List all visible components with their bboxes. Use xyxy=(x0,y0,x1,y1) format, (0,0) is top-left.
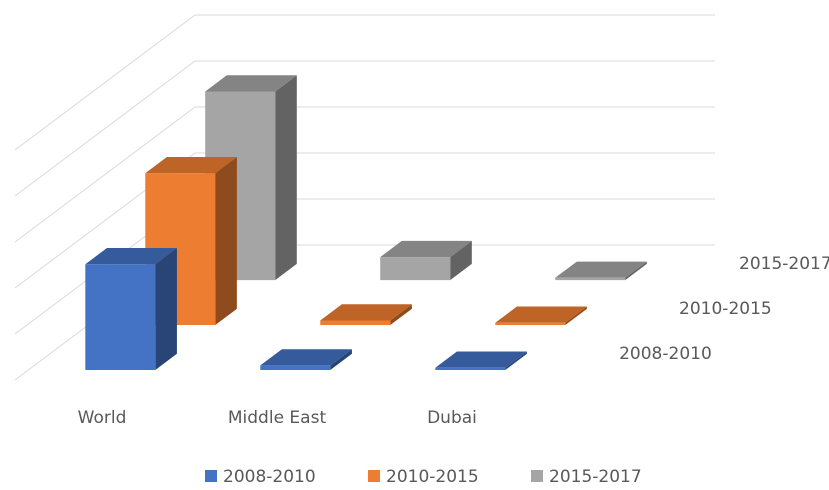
bar-top xyxy=(205,75,297,92)
legend-label: 2010-2015 xyxy=(386,467,479,487)
bar-side xyxy=(505,351,527,371)
bar xyxy=(85,248,177,371)
bar-top xyxy=(495,306,587,323)
grid-line xyxy=(14,60,196,197)
bar-side xyxy=(275,75,297,281)
bar-side xyxy=(625,261,647,281)
depth-label: 2008-2010 xyxy=(619,344,712,364)
bar-front xyxy=(495,322,566,326)
bar-top xyxy=(85,248,177,265)
bar xyxy=(435,351,527,371)
bar-top xyxy=(145,157,237,174)
grid-line xyxy=(14,106,196,243)
legend-swatch xyxy=(531,470,543,482)
bar-front xyxy=(320,320,391,326)
legend-swatch xyxy=(205,470,217,482)
legend-swatch xyxy=(368,470,380,482)
bar-side xyxy=(390,304,412,326)
bar-side xyxy=(330,349,352,371)
grid-line xyxy=(14,14,196,151)
depth-label: 2010-2015 xyxy=(679,299,772,319)
bar-side xyxy=(155,248,177,371)
bar-top xyxy=(320,304,412,321)
bar-top xyxy=(260,349,352,366)
bar-side xyxy=(565,306,587,326)
bar-top xyxy=(555,261,647,278)
bar xyxy=(380,240,472,281)
x-tick-label: World xyxy=(78,408,127,428)
bar-front xyxy=(435,367,506,371)
bar-front xyxy=(85,264,156,371)
bar-side xyxy=(450,240,472,281)
bar-top xyxy=(435,351,527,368)
bar xyxy=(495,306,587,326)
bar-side xyxy=(215,157,237,326)
bar-front xyxy=(260,365,331,371)
bar xyxy=(320,304,412,326)
bar-top xyxy=(380,240,472,258)
legend-label: 2015-2017 xyxy=(549,467,642,487)
bar-front xyxy=(380,257,451,281)
x-tick-label: Dubai xyxy=(427,408,477,428)
legend-label: 2008-2010 xyxy=(223,467,316,487)
bar-front xyxy=(555,277,626,281)
depth-label: 2015-2017 xyxy=(739,254,829,274)
x-tick-label: Middle East xyxy=(228,408,327,428)
bar xyxy=(555,261,647,281)
bar xyxy=(260,349,352,371)
